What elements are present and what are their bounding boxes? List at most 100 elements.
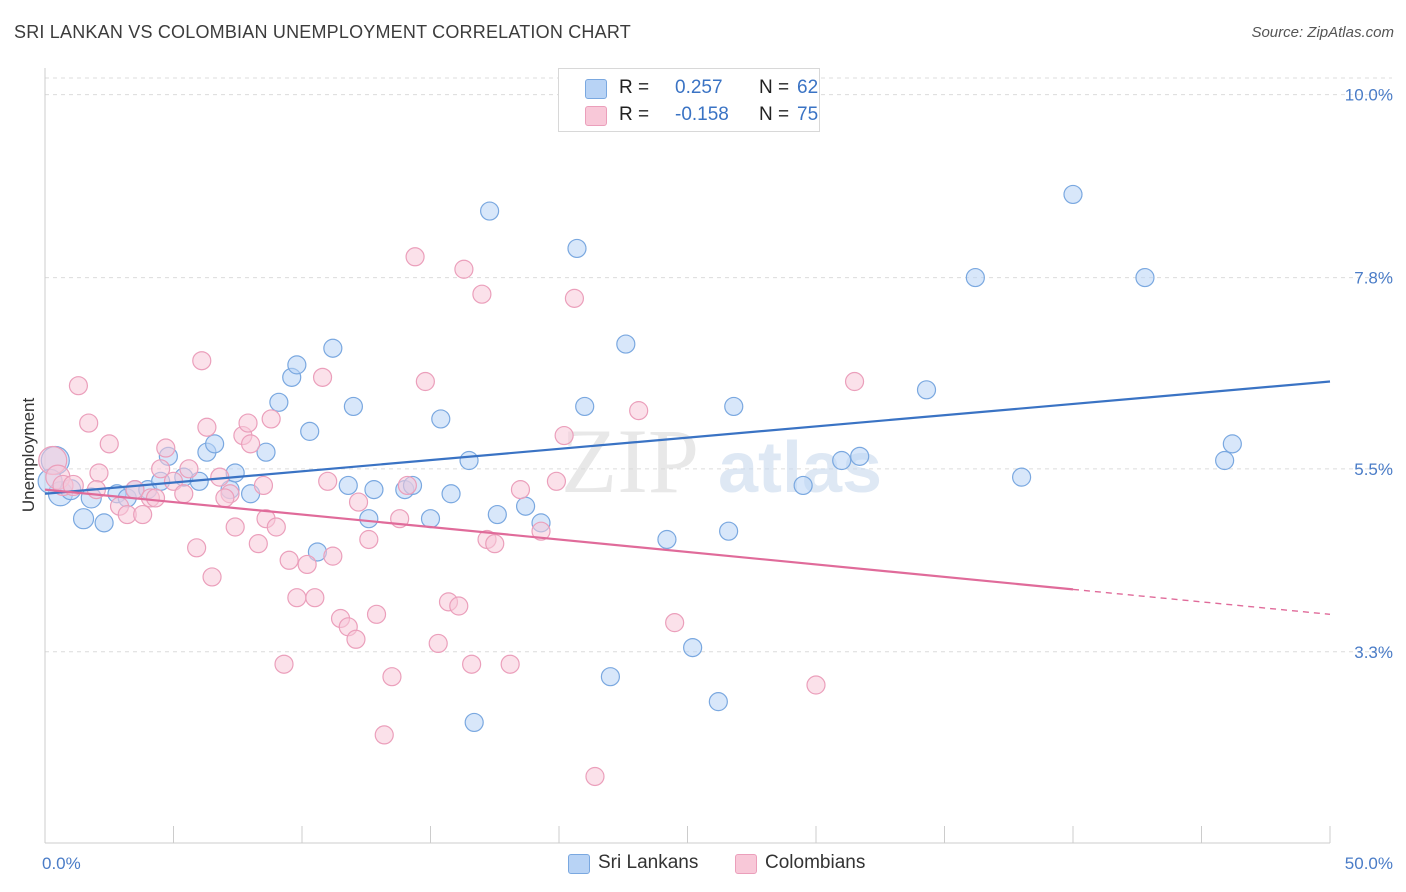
legend-r-label: R = xyxy=(619,104,650,125)
sri-lankan-point xyxy=(441,484,461,504)
colombian-point xyxy=(844,371,865,392)
colombian-point xyxy=(359,529,379,550)
colombian-point xyxy=(238,413,258,433)
sri-lankan-point xyxy=(1011,467,1032,487)
colombian-point xyxy=(382,667,402,687)
colombian-point xyxy=(449,596,469,616)
sri-lankan-point xyxy=(487,504,507,525)
colombian-point xyxy=(323,546,343,566)
colombian-trend-extension xyxy=(1072,588,1331,616)
series-colombians xyxy=(38,247,865,787)
sri-lankan-point xyxy=(657,529,677,550)
sri-lankan-point xyxy=(464,712,484,733)
sri-lankan-point xyxy=(205,434,225,454)
y-tick-label: 10.0% xyxy=(1345,86,1393,105)
colombian-point xyxy=(531,521,551,541)
legend-n-label: N = xyxy=(759,77,790,98)
colombian-point xyxy=(564,288,585,308)
sri-lankan-point xyxy=(724,396,744,417)
colombian-point xyxy=(187,538,207,558)
colombian-point xyxy=(248,534,268,554)
colombian-point xyxy=(79,413,99,433)
colombian-point xyxy=(253,475,274,496)
colombian-point xyxy=(274,654,294,674)
colombian-point xyxy=(89,463,109,483)
sri-lankan-point xyxy=(1135,267,1155,288)
colombian-point xyxy=(500,654,520,674)
sri-lankan-point xyxy=(1063,184,1083,205)
legend-swatch-blue xyxy=(585,79,607,99)
legend-r-value: 0.257 xyxy=(675,77,723,98)
colombian-point xyxy=(192,351,212,371)
colombian-point xyxy=(428,633,448,654)
legend-swatch-pink xyxy=(585,106,607,126)
colombian-point xyxy=(197,417,217,437)
sri-lankan-point xyxy=(300,421,320,441)
chart-title: SRI LANKAN VS COLOMBIAN UNEMPLOYMENT COR… xyxy=(14,22,631,42)
colombian-point xyxy=(472,284,492,304)
sri-lankan-point xyxy=(323,338,343,358)
sri-lankan-point xyxy=(364,480,384,500)
sri-lankan-point xyxy=(287,355,307,375)
x-tick-label: 50.0% xyxy=(1345,854,1393,873)
colombian-point xyxy=(366,604,387,624)
sri-lankan-point xyxy=(965,267,985,288)
sri-lankan-point xyxy=(256,442,276,462)
grid-lines xyxy=(45,77,1392,653)
colombian-point xyxy=(133,504,153,525)
colombian-point xyxy=(405,247,425,267)
colombian-point xyxy=(261,409,281,429)
sri-lankan-point xyxy=(916,380,937,400)
colombian-point xyxy=(462,654,482,674)
sri-lankan-point xyxy=(72,508,95,530)
colombian-trend-line xyxy=(44,488,1074,591)
source-label: Source: ZipAtlas.com xyxy=(1251,24,1394,41)
sri-lankan-point xyxy=(515,496,536,516)
colombian-point xyxy=(415,371,435,392)
colombian-point xyxy=(554,425,574,446)
watermark-zip: ZIP xyxy=(561,410,699,512)
sri-lankan-point xyxy=(1215,450,1235,471)
watermark: ZIP atlas xyxy=(561,410,882,512)
sri-lankan-point xyxy=(459,450,479,471)
bottom-legend-swatch-pink xyxy=(735,854,757,874)
sri-lankan-point xyxy=(600,667,621,687)
colombian-point xyxy=(629,401,649,421)
colombian-point xyxy=(318,471,338,491)
colombian-point xyxy=(546,471,567,491)
colombian-point xyxy=(485,534,505,554)
colombian-point xyxy=(174,484,194,504)
sri-lankan-point xyxy=(420,509,441,529)
colombian-point xyxy=(806,675,826,695)
sri-lankan-point xyxy=(269,392,289,412)
colombian-point xyxy=(225,517,245,537)
sri-lankan-point xyxy=(359,509,379,529)
sri-lankan-point xyxy=(343,396,363,417)
colombian-point xyxy=(145,488,166,508)
y-axis-label: Unemployment xyxy=(19,398,38,513)
watermark-atlas: atlas xyxy=(718,428,882,508)
colombian-point xyxy=(279,550,299,570)
colombian-point xyxy=(312,367,333,387)
legend-n-label: N = xyxy=(759,104,790,125)
colombian-point xyxy=(241,434,261,454)
colombian-point xyxy=(346,629,366,649)
colombian-point xyxy=(665,613,685,633)
colombian-point xyxy=(215,488,235,508)
colombian-point xyxy=(585,766,605,787)
bottom-legend-label: Colombians xyxy=(765,852,866,873)
bottom-legend-label: Sri Lankans xyxy=(598,852,699,873)
sri-lankan-point xyxy=(480,201,500,221)
x-tick-label: 0.0% xyxy=(42,854,81,873)
legend: R = 0.257 N = 62 R = -0.158 N = 75 xyxy=(558,68,820,132)
colombian-point xyxy=(287,588,307,608)
colombian-point xyxy=(374,725,394,745)
sri-lankan-point xyxy=(338,475,358,496)
sri-lankan-point xyxy=(575,396,595,417)
colombian-point xyxy=(68,376,89,396)
sri-lankan-point xyxy=(683,637,703,658)
colombian-point xyxy=(156,438,176,458)
colombian-point xyxy=(99,434,119,454)
y-tick-label: 5.5% xyxy=(1354,460,1393,479)
